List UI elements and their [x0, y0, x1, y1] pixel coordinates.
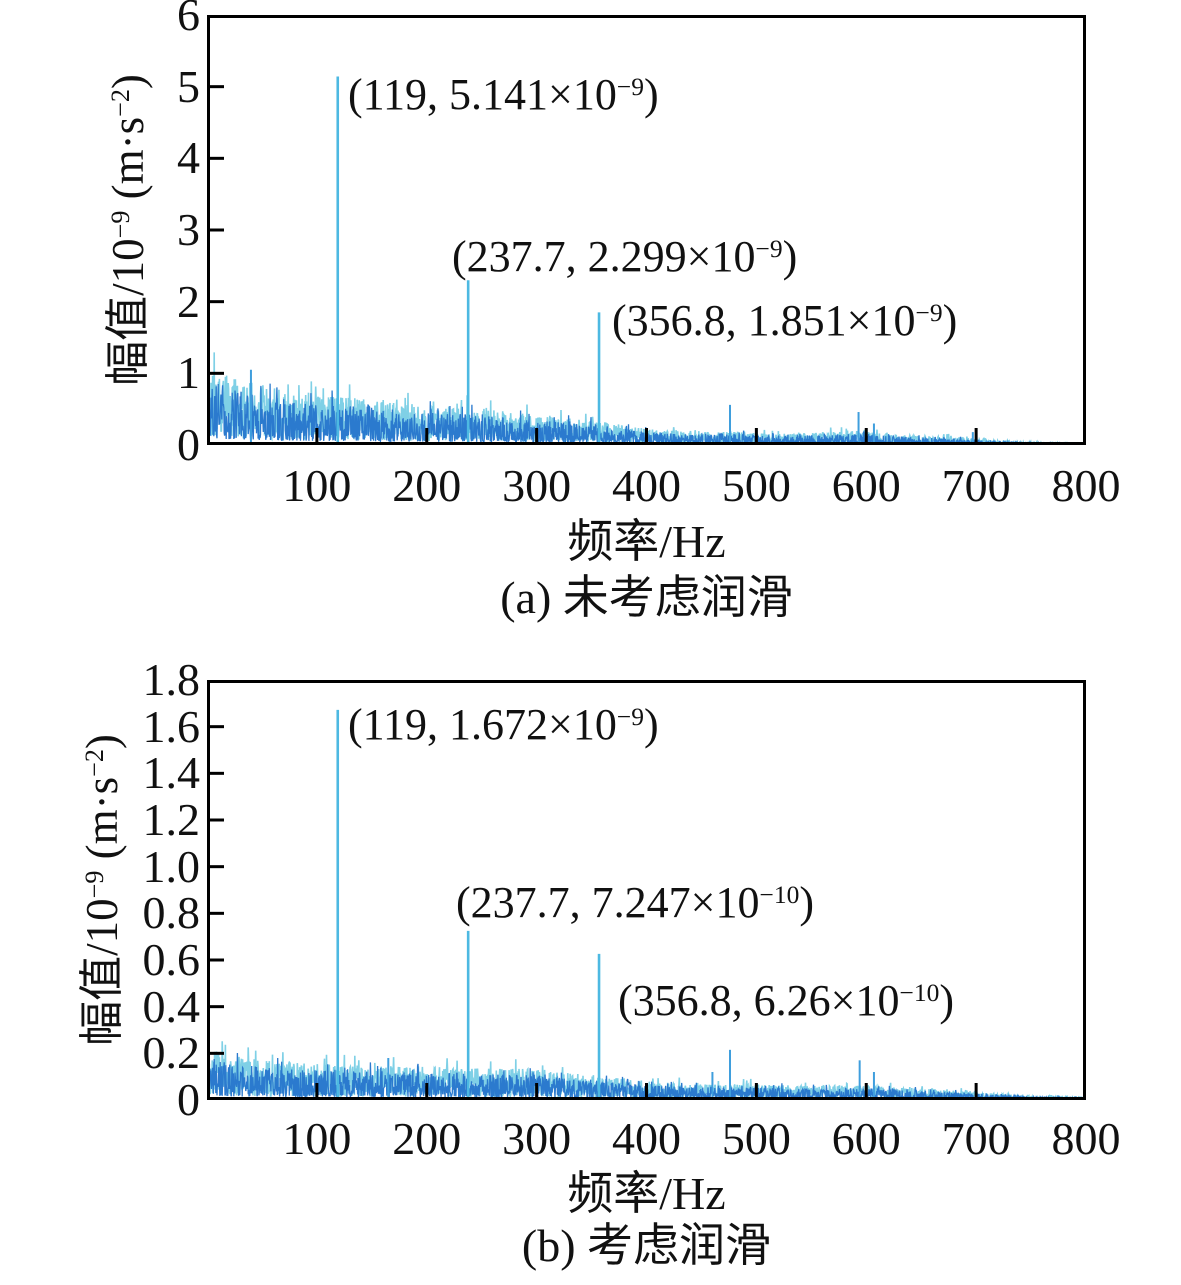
y-tick-label: 5: [177, 60, 200, 112]
x-tick-label: 300: [502, 1113, 572, 1164]
x-tick-label: 300: [502, 460, 572, 511]
y-tick-label: 3: [177, 204, 200, 255]
axis-ticks: [210, 15, 1086, 442]
peak-annotation: (119, 5.141×10−9): [348, 70, 659, 119]
y-tick-label: 0.2: [142, 1027, 201, 1079]
y-tick-label: 1.4: [142, 747, 201, 799]
x-tick-label: 200: [392, 1113, 462, 1164]
chart-a-caption: (a) 未考虑润滑: [500, 572, 793, 623]
chart-b-x-axis-label: 频率/Hz: [567, 1168, 726, 1219]
y-tick-label: 1.6: [142, 700, 201, 752]
x-tick-label: 800: [1051, 460, 1121, 511]
chart-a-plot-area: [207, 15, 1086, 445]
superscript: −9: [755, 233, 783, 263]
y-tick-label: 0.6: [142, 934, 201, 985]
y-tick-label: 0.8: [142, 887, 201, 939]
x-tick-label: 100: [282, 1113, 352, 1164]
y-tick-label: 1.0: [142, 840, 201, 892]
superscript: −10: [899, 977, 940, 1007]
x-tick-label: 600: [831, 1113, 901, 1164]
y-tick-label: 4: [177, 132, 200, 184]
peak-annotation: (237.7, 7.247×10−10): [456, 878, 815, 927]
peak-spikes: [336, 709, 601, 1099]
minor-peak-spikes: [387, 1049, 875, 1099]
peak-annotation: (119, 1.672×10−9): [348, 700, 659, 749]
axis-ticks: [210, 680, 1086, 1097]
superscript: −10: [759, 879, 800, 909]
x-tick-label: 700: [941, 1113, 1011, 1164]
y-tick-label: 2: [177, 275, 200, 327]
x-tick-label: 600: [831, 460, 901, 511]
y-tick-label: 0: [177, 1074, 200, 1125]
plot-frame: [207, 680, 1086, 1100]
minor-peak-spikes: [249, 369, 974, 444]
chart-b-plot-area: [207, 680, 1086, 1100]
plot-frame: [207, 15, 1086, 445]
x-tick-label: 500: [721, 1113, 791, 1164]
y-tick-label: 0: [177, 419, 200, 470]
peak-spikes: [336, 76, 601, 444]
superscript: −9: [915, 297, 943, 327]
x-tick-label: 400: [612, 460, 681, 511]
peak-annotation: (356.8, 6.26×10−10): [618, 976, 955, 1025]
x-tick-label: 500: [721, 460, 791, 511]
peak-annotation: (237.7, 2.299×10−9): [452, 232, 798, 281]
x-tick-label: 100: [282, 460, 352, 511]
x-tick-label: 700: [941, 460, 1011, 511]
y-tick-label: 1: [177, 347, 200, 399]
chart-a-x-axis-label: 频率/Hz: [567, 516, 726, 567]
x-tick-label: 400: [612, 1113, 681, 1164]
x-tick-label: 800: [1051, 1113, 1121, 1164]
superscript: −9: [616, 701, 644, 731]
superscript: −9: [616, 71, 644, 101]
peak-annotation: (356.8, 1.851×10−9): [612, 296, 958, 345]
y-tick-label: 0.4: [142, 980, 201, 1032]
y-tick-label: 6: [177, 0, 200, 40]
x-tick-label: 200: [392, 460, 462, 511]
y-tick-label: 1.2: [142, 794, 201, 845]
chart-b-caption: (b) 考虑润滑: [521, 1220, 772, 1271]
y-tick-label: 1.8: [142, 654, 201, 705]
